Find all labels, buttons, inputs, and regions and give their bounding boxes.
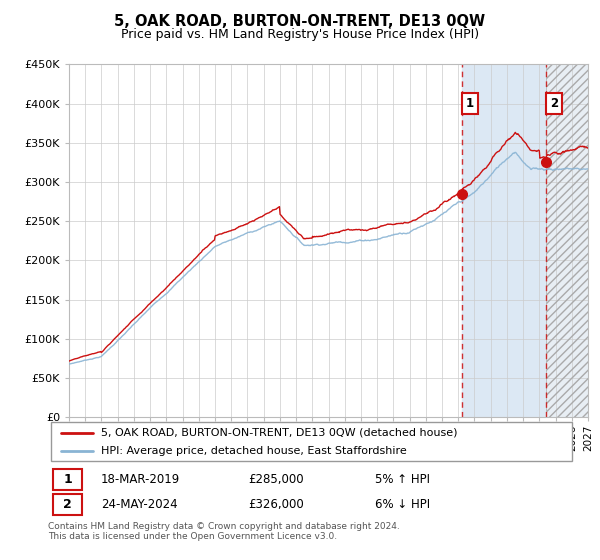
Text: 2: 2 — [550, 97, 558, 110]
FancyBboxPatch shape — [53, 469, 82, 490]
FancyBboxPatch shape — [50, 422, 572, 461]
Bar — [461, 64, 545, 417]
Text: Price paid vs. HM Land Registry's House Price Index (HPI): Price paid vs. HM Land Registry's House … — [121, 28, 479, 41]
Text: 1: 1 — [64, 473, 72, 486]
Text: £326,000: £326,000 — [248, 498, 304, 511]
Text: 5, OAK ROAD, BURTON-ON-TRENT, DE13 0QW (detached house): 5, OAK ROAD, BURTON-ON-TRENT, DE13 0QW (… — [101, 428, 457, 437]
Text: 6% ↓ HPI: 6% ↓ HPI — [376, 498, 430, 511]
Text: 5% ↑ HPI: 5% ↑ HPI — [376, 473, 430, 486]
Text: 18-MAR-2019: 18-MAR-2019 — [101, 473, 180, 486]
Bar — [545, 64, 588, 417]
Text: HPI: Average price, detached house, East Staffordshire: HPI: Average price, detached house, East… — [101, 446, 407, 456]
Text: 24-MAY-2024: 24-MAY-2024 — [101, 498, 178, 511]
Text: 5, OAK ROAD, BURTON-ON-TRENT, DE13 0QW: 5, OAK ROAD, BURTON-ON-TRENT, DE13 0QW — [115, 14, 485, 29]
FancyBboxPatch shape — [53, 494, 82, 515]
Text: 2: 2 — [64, 498, 72, 511]
Bar — [545, 64, 588, 417]
Text: £285,000: £285,000 — [248, 473, 304, 486]
Text: 1: 1 — [466, 97, 474, 110]
Text: Contains HM Land Registry data © Crown copyright and database right 2024.
This d: Contains HM Land Registry data © Crown c… — [48, 522, 400, 542]
